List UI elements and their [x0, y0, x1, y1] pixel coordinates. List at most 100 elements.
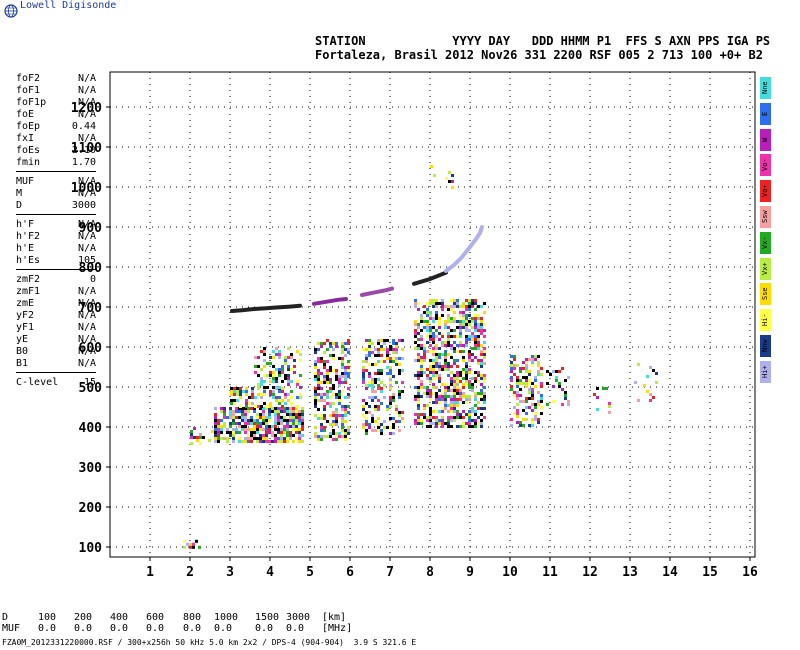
echo-pixel — [444, 320, 447, 323]
echo-pixel — [244, 434, 247, 437]
echo-pixel — [426, 395, 429, 398]
echo-pixel — [341, 429, 344, 432]
echo-pixel — [232, 422, 235, 425]
echo-pixel — [380, 387, 383, 390]
echo-pixel — [377, 360, 380, 363]
echo-pixel — [438, 320, 441, 323]
echo-pixel — [444, 356, 447, 359]
echo-pixel — [608, 411, 611, 414]
param-name: B0 — [16, 346, 29, 357]
echo-pixel — [468, 338, 471, 341]
echo-pixel — [260, 380, 263, 383]
echo-pixel — [451, 180, 454, 183]
echo-pixel — [377, 354, 380, 357]
echo-pixel — [429, 398, 432, 401]
echo-pixel — [280, 419, 283, 422]
echo-pixel — [429, 413, 432, 416]
echo-pixel — [420, 347, 423, 350]
echo-pixel — [220, 434, 223, 437]
echo-pixel — [275, 368, 278, 371]
echo-pixel — [272, 356, 275, 359]
echo-pixel — [247, 422, 250, 425]
echo-pixel — [263, 386, 266, 389]
echo-pixel — [275, 353, 278, 356]
echo-pixel — [417, 356, 420, 359]
echo-pixel — [513, 394, 516, 397]
echo-pixel — [471, 338, 474, 341]
echo-pixel — [477, 341, 480, 344]
echo-pixel — [450, 401, 453, 404]
echo-pixel — [341, 342, 344, 345]
param-name: C-level — [16, 377, 59, 388]
echo-pixel — [268, 410, 271, 413]
echo-pixel — [295, 431, 298, 434]
echo-pixel — [435, 419, 438, 422]
echo-pixel — [263, 347, 266, 350]
echo-pixel — [465, 338, 468, 341]
echo-pixel — [380, 381, 383, 384]
echo-pixel — [374, 405, 377, 408]
param-value: N/A — [77, 85, 96, 96]
echo-pixel — [338, 384, 341, 387]
echo-pixel — [438, 344, 441, 347]
echo-pixel — [480, 398, 483, 401]
echo-pixel — [299, 359, 302, 362]
echo-pixel — [247, 437, 250, 440]
echo-pixel — [317, 435, 320, 438]
echo-pixel — [477, 374, 480, 377]
echo-pixel — [462, 356, 465, 359]
echo-pixel — [447, 374, 450, 377]
legend-item: W — [760, 128, 771, 151]
legend-item: Vo- — [760, 154, 771, 177]
param-value: N/A — [77, 109, 96, 120]
echo-pixel — [480, 413, 483, 416]
echo-pixel — [450, 305, 453, 308]
echo-pixel — [441, 407, 444, 410]
echo-pixel — [314, 375, 317, 378]
echo-pixel — [317, 342, 320, 345]
echo-pixel — [226, 440, 229, 443]
param-name: zmF1 — [16, 286, 41, 297]
echo-pixel — [525, 385, 528, 388]
echo-pixel — [271, 407, 274, 410]
echo-pixel — [477, 371, 480, 374]
echo-pixel — [426, 425, 429, 428]
echo-pixel — [450, 368, 453, 371]
echo-pixel — [277, 407, 280, 410]
echo-pixel — [298, 434, 301, 437]
echo-pixel — [456, 386, 459, 389]
echo-pixel — [281, 387, 284, 390]
echo-pixel — [465, 395, 468, 398]
echo-pixel — [435, 353, 438, 356]
echo-pixel — [371, 378, 374, 381]
echo-pixel — [438, 302, 441, 305]
echo-pixel — [453, 302, 456, 305]
echo-pixel — [265, 431, 268, 434]
echo-pixel — [474, 380, 477, 383]
echo-pixel — [274, 416, 277, 419]
x-tick-label: 6 — [346, 565, 354, 580]
echo-pixel — [477, 344, 480, 347]
echo-pixel — [444, 392, 447, 395]
echo-pixel — [423, 413, 426, 416]
echo-pixel — [516, 397, 519, 400]
echo-pixel — [263, 402, 266, 405]
echo-pixel — [344, 414, 347, 417]
echo-pixel — [429, 419, 432, 422]
echo-pixel — [281, 380, 284, 383]
echo-pixel — [531, 403, 534, 406]
echo-pixel — [244, 416, 247, 419]
echo-pixel — [438, 368, 441, 371]
echo-pixel — [456, 389, 459, 392]
echo-pixel — [468, 368, 471, 371]
echo-pixel — [377, 372, 380, 375]
echo-pixel — [232, 437, 235, 440]
echo-pixel — [540, 382, 543, 385]
echo-pixel — [468, 395, 471, 398]
echo-pixel — [284, 377, 287, 380]
echo-pixel — [283, 425, 286, 428]
echo-pixel — [344, 408, 347, 411]
echo-pixel — [468, 308, 471, 311]
echo-pixel — [217, 419, 220, 422]
legend-label: Nne — [761, 81, 769, 95]
